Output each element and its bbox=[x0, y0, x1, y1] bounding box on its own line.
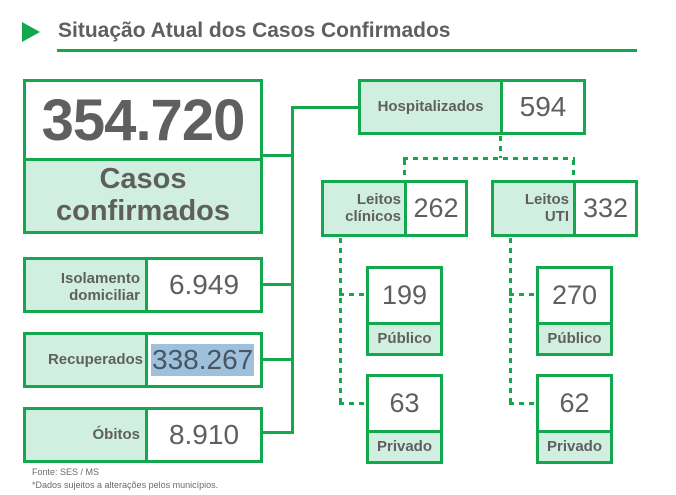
total-cases-card: 354.720 Casos confirmados bbox=[23, 79, 263, 234]
play-triangle-icon bbox=[22, 22, 40, 42]
dotted-uti-privado bbox=[509, 402, 537, 405]
leitos-uti-label-1: Leitos bbox=[524, 191, 569, 208]
total-cases-label-2: confirmados bbox=[55, 195, 231, 227]
dotted-clinicos-vertical bbox=[339, 238, 342, 406]
hospitalizados-card: Hospitalizados 594 bbox=[358, 79, 586, 135]
uti-privado-card: 62 Privado bbox=[536, 374, 613, 464]
dotted-clinicos-privado bbox=[339, 402, 367, 405]
dotted-hosp-horizontal bbox=[403, 157, 575, 160]
total-cases-label-1: Casos bbox=[99, 163, 187, 196]
connector-obitos bbox=[261, 431, 293, 434]
title-underline bbox=[57, 49, 637, 52]
source-note: Fonte: SES / MS bbox=[32, 467, 100, 477]
isolamento-value: 6.949 bbox=[168, 269, 240, 300]
leitos-uti-value: 332 bbox=[582, 193, 629, 223]
dotted-clinicos-drop bbox=[403, 160, 406, 180]
connector-isolamento bbox=[261, 283, 293, 286]
dotted-hosp-down bbox=[499, 136, 502, 158]
recuperados-label: Recuperados bbox=[47, 350, 143, 368]
page-title: Situação Atual dos Casos Confirmados bbox=[58, 19, 451, 42]
total-cases-value: 354.720 bbox=[41, 87, 246, 153]
disclaimer-note: *Dados sujeitos a alterações pelos munic… bbox=[32, 480, 219, 490]
obitos-label: Óbitos bbox=[92, 425, 141, 443]
leitos-clinicos-label-2: clínicos bbox=[345, 207, 401, 225]
leitos-clinicos-value: 262 bbox=[413, 193, 459, 223]
clinicos-privado-label: Privado bbox=[376, 437, 433, 455]
clinicos-privado-card: 63 Privado bbox=[366, 374, 443, 464]
dotted-uti-vertical bbox=[509, 238, 512, 406]
uti-privado-value: 62 bbox=[559, 388, 590, 418]
recuperados-card: Recuperados 338.267 bbox=[23, 332, 263, 388]
dotted-uti-drop bbox=[572, 160, 575, 180]
clinicos-publico-card: 199 Público bbox=[366, 266, 443, 356]
connector-recuperados bbox=[261, 358, 293, 361]
uti-publico-card: 270 Público bbox=[536, 266, 613, 356]
obitos-value: 8.910 bbox=[168, 419, 240, 450]
dotted-clinicos-publico bbox=[339, 293, 367, 296]
leitos-clinicos-card: Leitos clínicos 262 bbox=[321, 180, 468, 237]
uti-publico-label: Público bbox=[547, 329, 602, 347]
isolamento-label-2: domiciliar bbox=[69, 286, 140, 304]
connector-main-vertical bbox=[291, 106, 294, 434]
obitos-card: Óbitos 8.910 bbox=[23, 407, 263, 463]
recuperados-value[interactable]: 338.267 bbox=[151, 344, 255, 376]
isolamento-label-1: Isolamento bbox=[60, 270, 140, 287]
isolamento-card: Isolamento domiciliar 6.949 bbox=[23, 257, 263, 313]
connector-total bbox=[261, 154, 293, 157]
uti-privado-label: Privado bbox=[546, 437, 603, 455]
leitos-uti-card: Leitos UTI 332 bbox=[491, 180, 638, 237]
hospitalizados-label: Hospitalizados bbox=[377, 97, 484, 115]
dotted-uti-publico bbox=[509, 293, 537, 296]
uti-publico-value: 270 bbox=[551, 280, 598, 310]
clinicos-publico-value: 199 bbox=[381, 280, 428, 310]
clinicos-privado-value: 63 bbox=[389, 388, 420, 418]
leitos-clinicos-label-1: Leitos bbox=[356, 191, 401, 208]
connector-hospitalizados bbox=[291, 106, 359, 109]
leitos-uti-label-2: UTI bbox=[544, 207, 569, 225]
hospitalizados-value: 594 bbox=[519, 91, 567, 122]
clinicos-publico-label: Público bbox=[377, 329, 432, 347]
